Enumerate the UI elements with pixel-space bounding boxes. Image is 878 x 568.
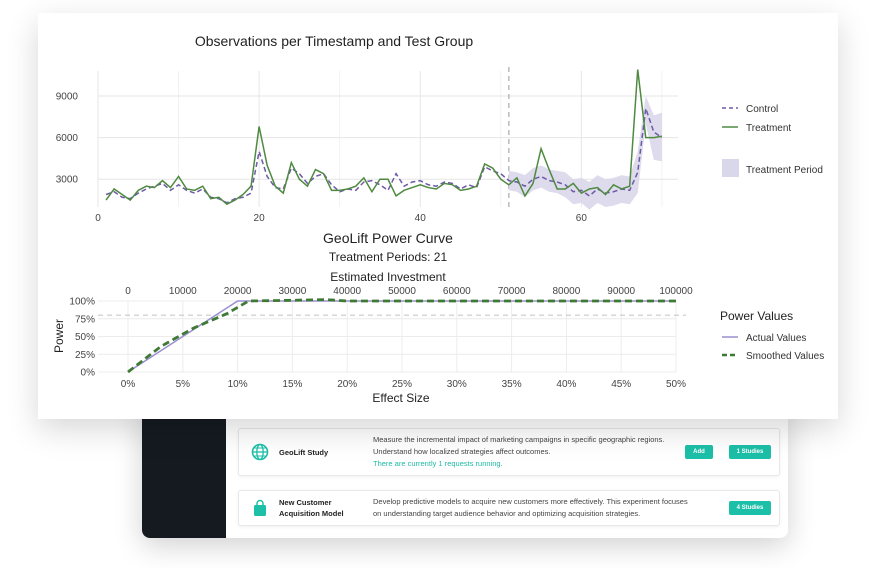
x-tick-label: 35% [502,379,522,390]
top-tick-label: 90000 [607,286,635,297]
x-tick-label: 15% [282,379,302,390]
studies-count-button[interactable]: 4 Studies [729,501,771,515]
x-tick-label: 50% [666,379,686,390]
chart2-grid [98,300,686,373]
studies-panel: GeoLift Study Measure the incremental im… [142,396,788,538]
treatment-period-band [508,95,662,210]
legend-control-label: Control [746,104,778,115]
study-title: New Customer Acquisition Model [279,498,344,518]
legend-band-swatch [722,159,739,177]
top-tick-label: 20000 [224,286,252,297]
shopping-bag-icon [254,499,266,516]
y-tick-label: 3000 [56,175,79,186]
charts-svg: Observations per Timestamp and Test Grou… [52,33,824,405]
top-tick-label: 30000 [278,286,306,297]
x-tick-label: 25% [392,379,412,390]
chart2-top-axis-label: Estimated Investment [330,270,446,284]
x-tick-label: 40 [415,213,427,224]
top-tick-label: 60000 [443,286,471,297]
x-tick-label: 20 [254,213,266,224]
chart2-title: GeoLift Power Curve [323,230,453,246]
y-tick-label: 0% [81,368,96,379]
app-sidebar [142,396,226,538]
chart-card: Observations per Timestamp and Test Grou… [38,13,838,419]
x-tick-label: 40% [556,379,576,390]
study-description: Develop predictive models to acquire new… [373,497,688,518]
chart1-title: Observations per Timestamp and Test Grou… [195,33,474,49]
y-tick-label: 9000 [56,91,79,102]
x-tick-label: 30% [447,379,467,390]
treatment-band-area [508,95,662,210]
y-tick-label: 25% [75,350,95,361]
add-button[interactable]: Add [685,445,713,459]
legend-band-label: Treatment Period [746,165,823,176]
x-tick-label: 45% [611,379,631,390]
top-tick-label: 40000 [333,286,361,297]
top-tick-label: 100000 [659,286,693,297]
chart1-ticks: 0 20 40 60 3000 6000 9000 [56,91,588,224]
study-card-acquisition[interactable]: New Customer Acquisition Model Develop p… [238,490,780,526]
studies-count-button[interactable]: 1 Studies [729,445,771,459]
x-tick-label: 20% [337,379,357,390]
legend-treatment-label: Treatment [746,123,791,134]
chart1-legend: Control Treatment Treatment Period [722,104,823,177]
top-tick-label: 0 [125,286,131,297]
top-tick-label: 10000 [169,286,197,297]
y-tick-label: 6000 [56,133,79,144]
x-tick-label: 0% [121,379,136,390]
top-tick-label: 50000 [388,286,416,297]
chart1-lines [105,69,663,206]
x-tick-label: 5% [176,379,191,390]
study-description: Measure the incremental impact of market… [373,435,665,456]
legend-actual-label: Actual Values [746,333,806,344]
study-status: There are currently 1 requests running. [373,459,503,468]
chart2-ylabel: Power [52,319,66,353]
chart2-legend: Power Values Actual Values Smoothed Valu… [720,309,824,362]
x-tick-label: 0 [95,213,101,224]
study-card-geolift[interactable]: GeoLift Study Measure the incremental im… [238,428,780,476]
globe-icon [251,443,269,461]
chart2-ticks: 0% 5% 10% 15% 20% 25% 30% 35% 40% 45% 50% 0 10000 200… [69,286,693,390]
y-tick-label: 50% [75,332,95,343]
series-line-treatment [105,69,663,206]
chart2-lines [127,298,676,374]
y-tick-label: 100% [69,297,95,308]
chart2-subtitle: Treatment Periods: 21 [329,250,448,264]
x-tick-label: 60 [576,213,588,224]
y-tick-label: 75% [75,314,95,325]
series-line-control [105,108,663,204]
top-tick-label: 80000 [552,286,580,297]
chart2-xlabel: Effect Size [372,391,429,405]
study-title: GeoLift Study [279,448,329,457]
top-tick-label: 70000 [498,286,526,297]
legend-title: Power Values [720,309,793,323]
legend-smoothed-label: Smoothed Values [746,351,824,362]
x-tick-label: 10% [228,379,248,390]
